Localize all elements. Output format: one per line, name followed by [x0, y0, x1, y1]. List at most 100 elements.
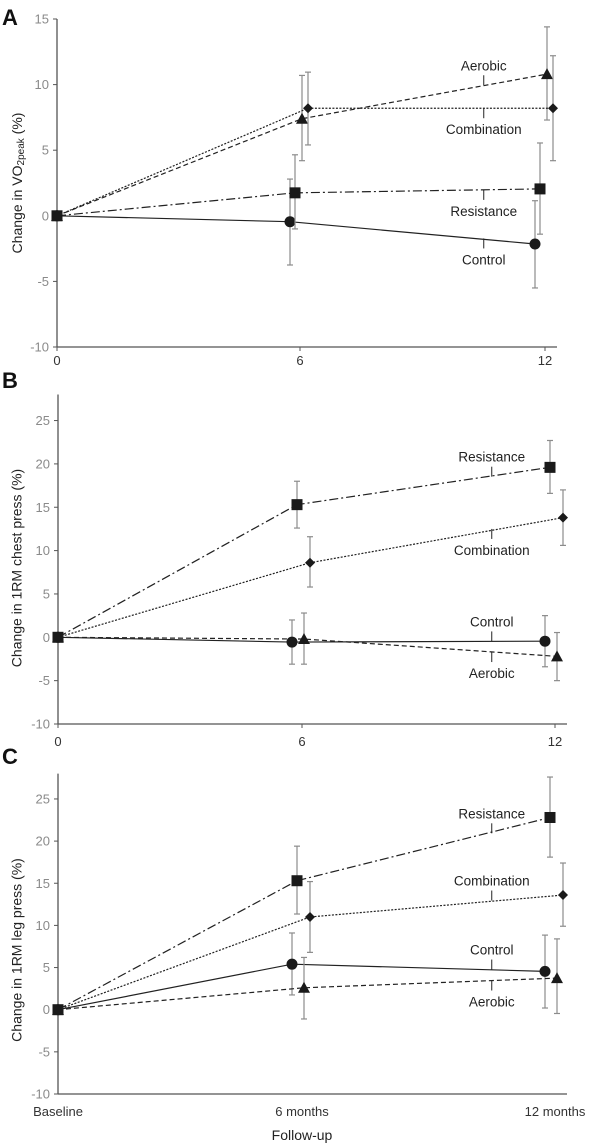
y-tick-label: 0	[42, 208, 49, 223]
series-combination	[53, 862, 568, 1015]
y-tick-label: 10	[36, 543, 50, 558]
y-tick-label: -10	[31, 717, 50, 732]
data-point-triangle	[551, 972, 563, 984]
data-point-square	[544, 811, 556, 823]
annotation-resistance: Resistance	[458, 806, 525, 834]
annotation-resistance: Resistance	[450, 189, 517, 219]
data-point-circle	[539, 635, 551, 647]
data-point-diamond	[53, 1004, 63, 1015]
x-tick-label: 12 months	[525, 1104, 586, 1119]
series-label: Combination	[454, 543, 530, 558]
series-combination	[52, 55, 558, 221]
data-point-triangle	[541, 68, 553, 80]
annotation-aerobic: Aerobic	[461, 58, 507, 86]
y-tick-label: 15	[36, 876, 50, 891]
series-line	[57, 894, 564, 1011]
data-point-diamond	[305, 911, 315, 922]
annotation-aerobic: Aerobic	[469, 652, 515, 681]
y-tick-label: 20	[36, 834, 50, 849]
y-tick-label: 10	[35, 77, 49, 92]
x-tick-label: 6	[296, 353, 303, 368]
x-axis-label: Follow-up	[272, 1127, 333, 1143]
y-tick-label: 20	[36, 456, 50, 471]
x-tick-label: 0	[54, 734, 61, 749]
data-point-triangle	[298, 981, 310, 993]
panel-letter: C	[2, 744, 18, 769]
y-axis-label: Change in VO2peak (%)	[9, 113, 27, 254]
panel-b: B 25 20 15 10 5 0 -5 -10 0 6 12 Change in 1RM chest …	[2, 368, 568, 749]
series-label: Aerobic	[469, 666, 515, 681]
data-point-triangle	[551, 650, 563, 662]
y-tick-label: 5	[43, 960, 50, 975]
y-tick-label: 15	[35, 12, 49, 27]
x-tick-label: 6	[298, 734, 305, 749]
y-tick-label: 25	[36, 413, 50, 428]
y-tick-label: -5	[38, 673, 50, 688]
series-label: Aerobic	[469, 995, 515, 1010]
series-label: Control	[470, 943, 514, 958]
y-axis-label: Change in 1RM chest press (%)	[9, 469, 25, 667]
y-tick-label: 0	[43, 1002, 50, 1017]
data-point-circle	[284, 216, 296, 228]
y-tick-label: -10	[31, 1087, 50, 1102]
data-point-circle	[286, 636, 298, 648]
data-point-diamond	[53, 632, 63, 643]
y-tick-label: 25	[36, 791, 50, 806]
data-point-diamond	[52, 210, 62, 221]
data-point-circle	[539, 965, 551, 977]
panel-c: C 25 20 15 10 5 0 -5 -10 Baseline 6 months 12 month…	[2, 744, 586, 1143]
series-line	[57, 977, 558, 1011]
series-label: Control	[470, 614, 514, 629]
series-label: Combination	[454, 874, 530, 889]
data-point-diamond	[303, 103, 313, 114]
series-label: Resistance	[458, 806, 525, 821]
data-point-diamond	[305, 557, 315, 568]
series-line	[56, 215, 536, 245]
data-point-circle	[529, 238, 541, 250]
series-combination	[53, 489, 568, 643]
annotation-resistance: Resistance	[458, 450, 525, 477]
annotation-combination: Combination	[454, 874, 530, 901]
y-tick-label: 5	[42, 143, 49, 158]
x-tick-label: 12	[538, 353, 552, 368]
annotation-aerobic: Aerobic	[469, 980, 515, 1010]
annotation-combination: Combination	[446, 108, 522, 137]
data-point-square	[544, 461, 556, 473]
annotation-control: Control	[470, 943, 514, 970]
y-tick-label: 15	[36, 500, 50, 515]
annotation-control: Control	[462, 238, 506, 267]
y-tick-label: 0	[43, 630, 50, 645]
annotation-control: Control	[470, 614, 514, 642]
y-axis-label: Change in 1RM leg press (%)	[9, 858, 25, 1042]
series-line	[57, 636, 558, 657]
series-line	[57, 816, 551, 1011]
series-aerobic	[52, 612, 563, 682]
panel-a: A 15 10 5 0 -5 -10 0 6 12 Change in VO2peak (%) Aer…	[2, 5, 558, 368]
data-point-square	[289, 187, 301, 199]
series-label: Aerobic	[461, 58, 507, 73]
series-label: Control	[462, 252, 506, 267]
data-point-diamond	[558, 890, 568, 901]
y-tick-label: -5	[38, 1044, 50, 1059]
x-tick-label: Baseline	[33, 1104, 83, 1119]
x-tick-label: 6 months	[275, 1104, 329, 1119]
data-point-triangle	[296, 112, 308, 124]
x-tick-label: 12	[548, 734, 562, 749]
panel-letter: A	[2, 5, 18, 30]
data-point-square	[534, 183, 546, 195]
panel-letter: B	[2, 368, 18, 393]
series-label: Combination	[446, 122, 522, 137]
y-tick-label: 5	[43, 586, 50, 601]
y-tick-label: -10	[30, 340, 49, 355]
data-point-square	[291, 499, 303, 511]
data-point-diamond	[558, 512, 568, 523]
data-point-triangle	[298, 633, 310, 645]
y-tick-label: 10	[36, 918, 50, 933]
series-label: Resistance	[458, 450, 525, 465]
series-label: Resistance	[450, 204, 517, 219]
annotation-combination: Combination	[454, 528, 530, 558]
y-tick-label: -5	[37, 274, 49, 289]
data-point-diamond	[548, 103, 558, 114]
data-point-circle	[286, 958, 298, 970]
